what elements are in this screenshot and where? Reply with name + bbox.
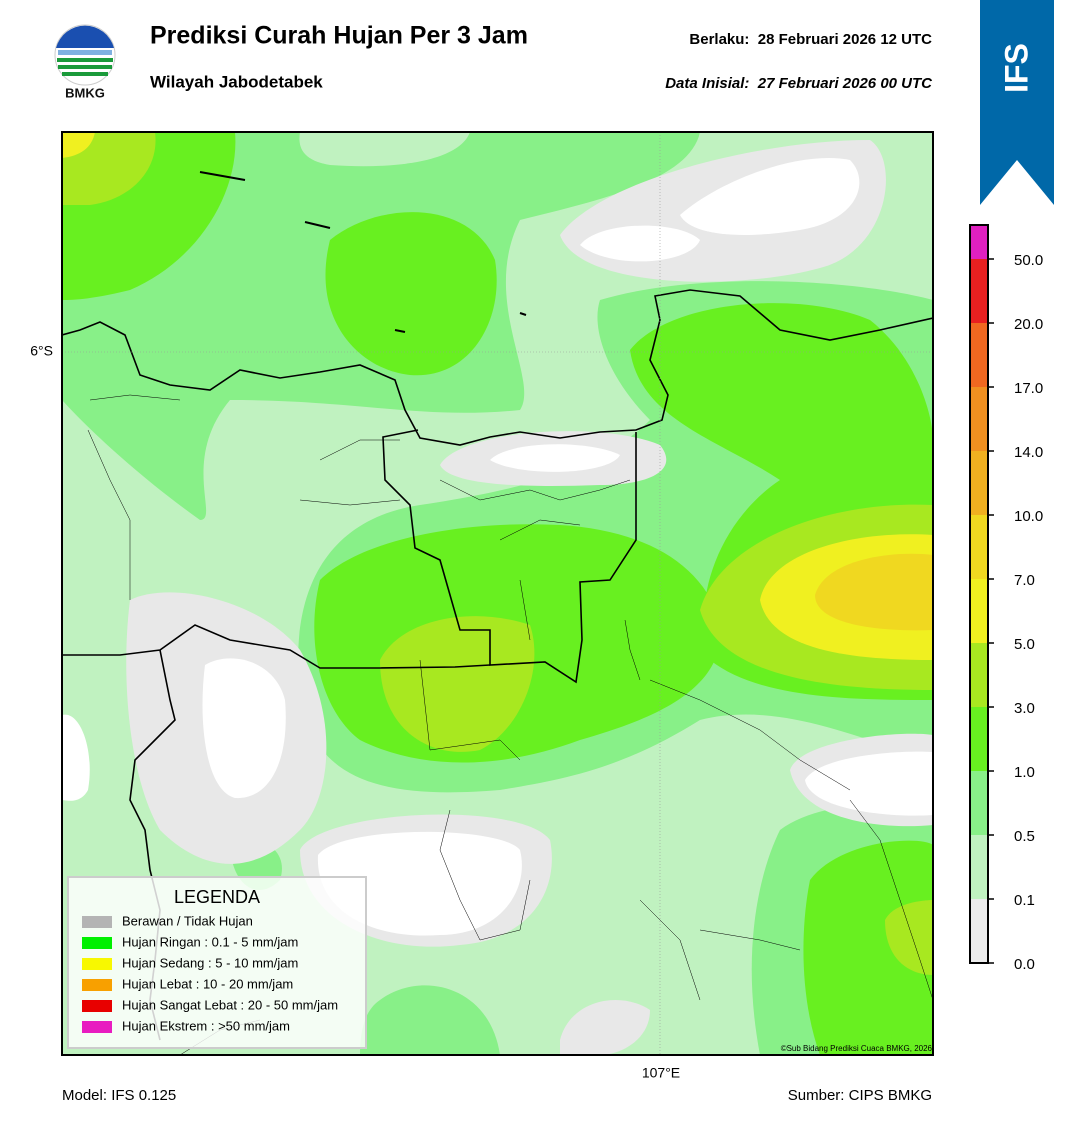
- colorbar-label: 0.0: [1014, 956, 1035, 973]
- colorbar-segment: [970, 643, 988, 707]
- logo: BMKG: [54, 24, 116, 100]
- credit: ©Sub Bidang Prediksi Cuaca BMKG, 2026: [781, 1044, 933, 1053]
- lon-label: 107°E: [642, 1065, 680, 1081]
- model-label: Model: IFS 0.125: [62, 1087, 176, 1104]
- legend-swatch: [82, 937, 112, 949]
- colorbar-segment: [970, 835, 988, 899]
- title: Prediksi Curah Hujan Per 3 Jam: [150, 22, 528, 50]
- legend-title: LEGENDA: [174, 887, 260, 907]
- legend-swatch: [82, 958, 112, 970]
- valid-time: Berlaku: 28 Februari 2026 12 UTC: [689, 31, 932, 48]
- colorbar-segment: [970, 387, 988, 451]
- colorbar-segment: [970, 579, 988, 643]
- colorbar-segment: [970, 323, 988, 387]
- colorbar-label: 17.0: [1014, 380, 1043, 397]
- logo-text: BMKG: [65, 85, 105, 100]
- legend-label: Hujan Sangat Lebat : 20 - 50 mm/jam: [122, 997, 338, 1012]
- rain-field: [62, 132, 933, 1055]
- colorbar-label: 14.0: [1014, 444, 1043, 461]
- legend-label: Hujan Ekstrem : >50 mm/jam: [122, 1018, 290, 1033]
- colorbar-segment: [970, 451, 988, 515]
- subtitle: Wilayah Jabodetabek: [150, 72, 323, 91]
- colorbar-label: 7.0: [1014, 572, 1035, 589]
- colorbar-label: 10.0: [1014, 508, 1043, 525]
- colorbar-frame: [969, 224, 989, 964]
- legend-box: [67, 876, 367, 1049]
- colorbar-label: 3.0: [1014, 700, 1035, 717]
- legend-swatch: [82, 979, 112, 991]
- colorbar-label: 20.0: [1014, 316, 1043, 333]
- map-frame: [61, 131, 934, 1056]
- legend-swatch: [82, 1021, 112, 1033]
- colorbar-segment: [970, 771, 988, 835]
- colorbar-label: 1.0: [1014, 764, 1035, 781]
- colorbar: 0.0 0.1 0.5 1.0 3.0 5.0 7.0 10.0 14.0 17.0 20.0 50.…: [969, 224, 1043, 973]
- banner-text: IFS: [998, 43, 1034, 93]
- colorbar-segment: [970, 899, 988, 963]
- colorbar-segment: [970, 707, 988, 771]
- legend-label: Hujan Lebat : 10 - 20 mm/jam: [122, 976, 293, 991]
- colorbar-label: 0.1: [1014, 892, 1035, 909]
- colorbar-label: 0.5: [1014, 828, 1035, 845]
- colorbar-segment: [970, 259, 988, 323]
- initial-time: Data Inisial: 27 Februari 2026 00 UTC: [665, 75, 933, 92]
- legend-label: Berawan / Tidak Hujan: [122, 913, 253, 928]
- source-label: Sumber: CIPS BMKG: [788, 1087, 932, 1104]
- colorbar-label: 50.0: [1014, 252, 1043, 269]
- colorbar-segment: [970, 225, 988, 259]
- lat-label: 6°S: [30, 343, 53, 359]
- model-banner: [980, 0, 1054, 205]
- colorbar-label: 5.0: [1014, 636, 1035, 653]
- legend-swatch: [82, 1000, 112, 1012]
- legend-swatch: [82, 916, 112, 928]
- legend-label: Hujan Sedang : 5 - 10 mm/jam: [122, 955, 298, 970]
- legend: LEGENDA Berawan / Tidak Hujan Hujan Ringa…: [67, 876, 367, 1049]
- colorbar-segment: [970, 515, 988, 579]
- legend-label: Hujan Ringan : 0.1 - 5 mm/jam: [122, 934, 298, 949]
